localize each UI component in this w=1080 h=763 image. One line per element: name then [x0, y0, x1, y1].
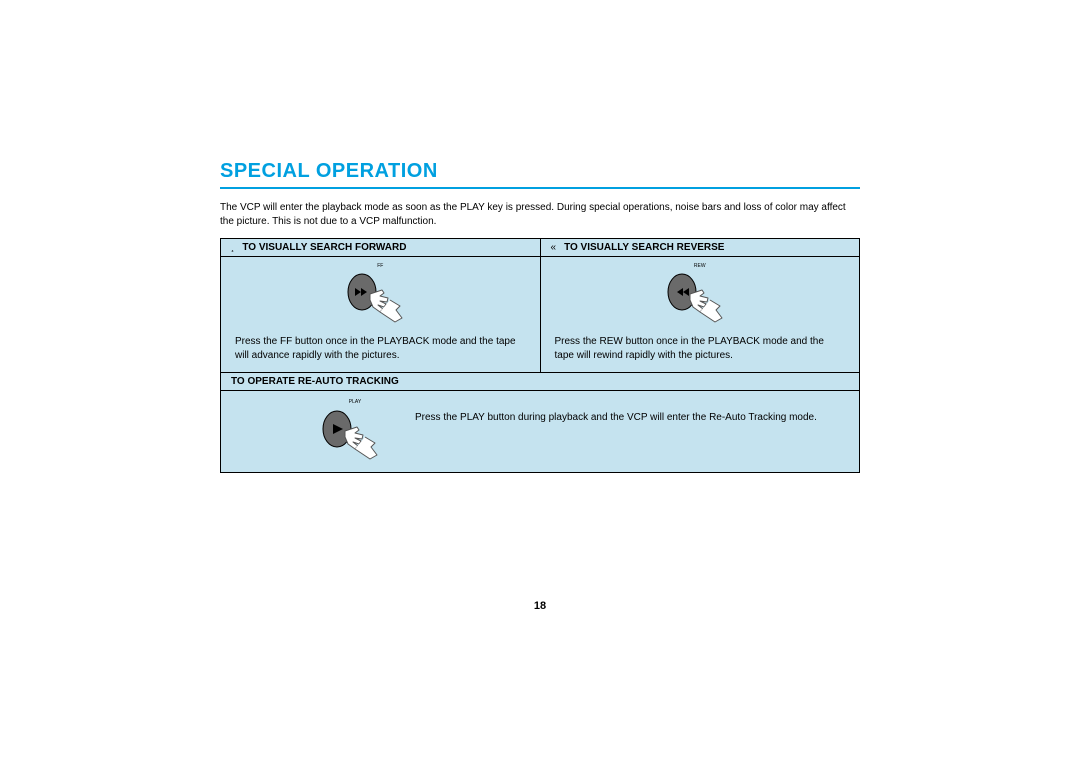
reverse-cell: « TO VISUALLY SEARCH REVERSE REW: [541, 239, 860, 372]
reverse-illustration: REW: [541, 257, 860, 327]
reverse-text: Press the REW button once in the PLAYBAC…: [541, 327, 860, 372]
forward-symbol: ¸: [231, 242, 234, 253]
tracking-body: PLAY Press the PLAY button during playba…: [221, 391, 859, 472]
forward-cell: ¸ TO VISUALLY SEARCH FORWARD FF: [221, 239, 541, 372]
tracking-row: PLAY Press the PLAY button during playba…: [221, 391, 859, 472]
reverse-heading-text: TO VISUALLY SEARCH REVERSE: [564, 242, 724, 253]
top-row: ¸ TO VISUALLY SEARCH FORWARD FF: [221, 239, 859, 372]
ff-button-hand-icon: [340, 270, 420, 325]
rew-label: REW: [694, 263, 706, 269]
intro-paragraph: The VCP will enter the playback mode as …: [220, 201, 860, 228]
instruction-box: ¸ TO VISUALLY SEARCH FORWARD FF: [220, 238, 860, 473]
play-button-hand-icon: [315, 407, 395, 462]
tracking-heading-text: TO OPERATE RE-AUTO TRACKING: [231, 376, 399, 387]
forward-heading-text: TO VISUALLY SEARCH FORWARD: [242, 242, 406, 253]
ff-label: FF: [377, 263, 383, 269]
tracking-header: TO OPERATE RE-AUTO TRACKING: [221, 372, 859, 391]
forward-illustration: FF: [221, 257, 540, 327]
tracking-text: Press the PLAY button during playback an…: [415, 399, 845, 425]
play-label: PLAY: [349, 399, 361, 406]
reverse-symbol: «: [551, 242, 557, 253]
forward-header: ¸ TO VISUALLY SEARCH FORWARD: [221, 239, 540, 257]
forward-text: Press the FF button once in the PLAYBACK…: [221, 327, 540, 372]
manual-page: SPECIAL OPERATION The VCP will enter the…: [220, 160, 860, 473]
section-title: SPECIAL OPERATION: [220, 160, 860, 189]
page-number: 18: [220, 600, 860, 612]
rew-button-hand-icon: [660, 270, 740, 325]
tracking-illustration: PLAY: [315, 399, 395, 462]
reverse-header: « TO VISUALLY SEARCH REVERSE: [541, 239, 860, 257]
